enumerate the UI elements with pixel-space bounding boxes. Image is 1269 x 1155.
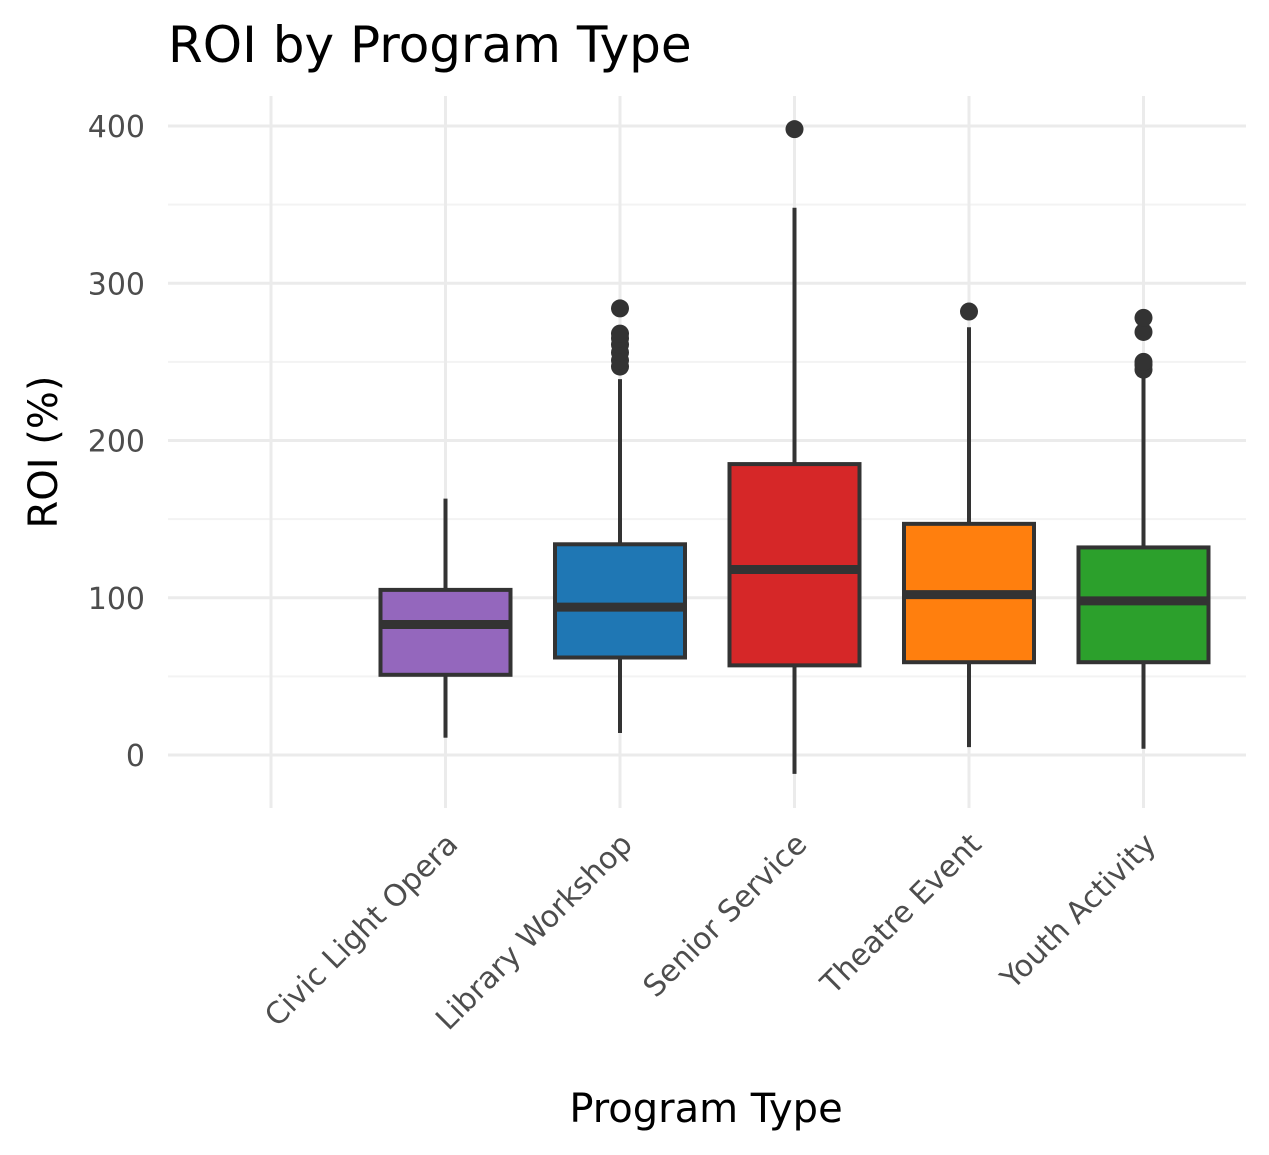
outlier-point	[1134, 322, 1153, 341]
y-tick-label: 200	[88, 425, 145, 460]
chart-title: ROI by Program Type	[168, 16, 692, 74]
x-tick-label: Civic Light Opera	[258, 827, 465, 1034]
x-axis-title: Program Type	[569, 1086, 842, 1132]
outlier-point	[611, 324, 629, 343]
y-axis-tick-labels: 0 100 200 300 400	[88, 110, 145, 774]
x-tick-label: Theatre Event	[814, 827, 989, 1002]
outlier-point	[960, 302, 978, 321]
grid-lines	[168, 96, 1246, 808]
y-tick-label: 100	[88, 582, 145, 617]
y-tick-label: 400	[88, 110, 145, 145]
y-tick-label: 300	[88, 267, 145, 302]
y-tick-label: 0	[126, 739, 145, 774]
outlier-point	[611, 299, 629, 318]
x-tick-label: Senior Service	[637, 827, 814, 1004]
x-tick-label: Library Workshop	[429, 827, 639, 1037]
box-series	[378, 120, 1211, 774]
box-iqr	[553, 542, 687, 660]
y-axis-title: ROI (%)	[21, 375, 67, 528]
box-iqr	[727, 462, 862, 668]
outlier-point	[1134, 308, 1153, 327]
box-iqr	[378, 587, 513, 677]
outlier-point	[1134, 352, 1153, 371]
outlier-point	[785, 120, 804, 139]
x-tick-label: Youth Activity	[993, 827, 1163, 997]
